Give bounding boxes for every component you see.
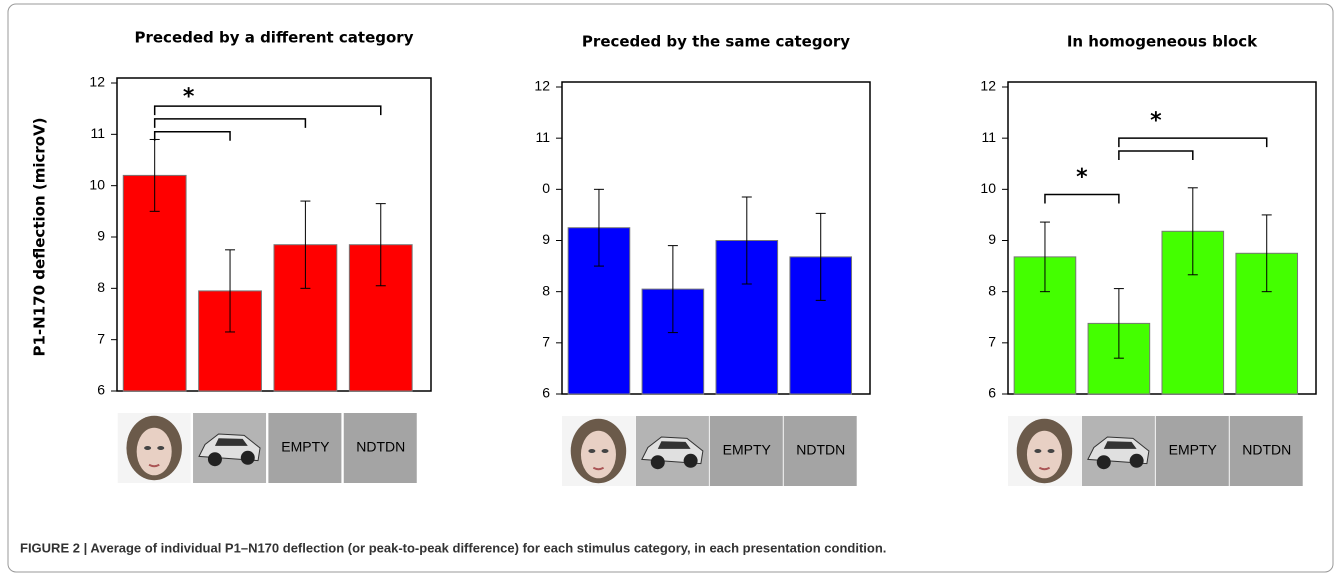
y-tick-label: 11 — [981, 129, 996, 145]
y-axis-label: P1-N170 deflection (microV) — [31, 117, 49, 356]
stimulus-tile — [1155, 416, 1229, 486]
significance-bracket — [1118, 150, 1194, 160]
wheel — [683, 453, 698, 468]
face — [580, 430, 616, 479]
stimulus-tile — [343, 413, 417, 483]
y-tick-label: 6 — [542, 385, 550, 401]
car-window — [214, 438, 248, 446]
y-tick-label: 12 — [980, 78, 996, 94]
eye — [1047, 449, 1055, 453]
wheel — [207, 452, 222, 467]
chart-title: Preceded by a different category — [134, 29, 413, 47]
car-window — [1103, 441, 1137, 449]
y-tick-label: 10 — [89, 176, 105, 192]
y-tick-label: 8 — [97, 279, 105, 295]
eye — [588, 449, 596, 453]
eye — [144, 446, 152, 450]
x-tick-label: NDTDN — [796, 442, 845, 458]
eye — [601, 449, 609, 453]
y-tick-label: 0 — [542, 180, 550, 196]
wheel — [650, 455, 665, 470]
y-tick-label: 12 — [534, 78, 550, 94]
y-tick-label: 8 — [988, 282, 996, 298]
y-tick-label: 7 — [988, 334, 996, 350]
significance-bracket — [1044, 193, 1120, 204]
face — [136, 427, 172, 476]
y-tick-label: 11 — [535, 129, 550, 145]
wheel — [240, 450, 255, 465]
y-tick-label: 7 — [97, 330, 105, 346]
stimulus-tile — [1229, 416, 1303, 486]
mouth — [592, 466, 605, 471]
x-tick-label: EMPTY — [1169, 442, 1218, 458]
y-tick-label: 10 — [980, 180, 996, 196]
significance-star: * — [183, 84, 195, 109]
mouth — [148, 463, 160, 468]
significance-star: * — [1076, 165, 1088, 190]
x-tick-label: NDTDN — [356, 439, 405, 455]
y-tick-label: 9 — [542, 231, 550, 247]
significance-bracket — [153, 105, 382, 116]
y-tick-label: 6 — [988, 385, 996, 401]
significance-bracket — [153, 131, 231, 141]
chart-title: In homogeneous block — [1067, 33, 1258, 51]
caption: FIGURE 2 | Average of individual P1–N170… — [20, 540, 886, 555]
chart-title: Preceded by the same category — [582, 33, 850, 51]
y-tick-label: 9 — [97, 228, 105, 244]
mouth — [1038, 466, 1051, 471]
wheel — [1096, 455, 1111, 470]
y-tick-label: 6 — [97, 382, 105, 398]
eye — [157, 446, 165, 450]
wheel — [1129, 453, 1144, 468]
y-tick-label: 12 — [89, 74, 105, 90]
significance-star: * — [1150, 109, 1162, 134]
x-tick-label: NDTDN — [1242, 442, 1291, 458]
figure-border — [7, 3, 1334, 573]
significance-bracket — [153, 118, 307, 128]
y-tick-label: 8 — [542, 282, 550, 298]
x-tick-label: EMPTY — [281, 439, 330, 455]
y-tick-label: 9 — [988, 231, 996, 247]
x-tick-label: EMPTY — [723, 442, 772, 458]
car-window — [657, 441, 691, 449]
stimulus-tile — [783, 416, 857, 486]
y-tick-label: 7 — [542, 334, 550, 350]
stimulus-tile — [268, 413, 342, 483]
eye — [1034, 449, 1042, 453]
significance-bracket — [1118, 137, 1268, 148]
face — [1026, 430, 1062, 479]
stimulus-tile — [709, 416, 783, 486]
y-tick-label: 11 — [90, 125, 105, 141]
